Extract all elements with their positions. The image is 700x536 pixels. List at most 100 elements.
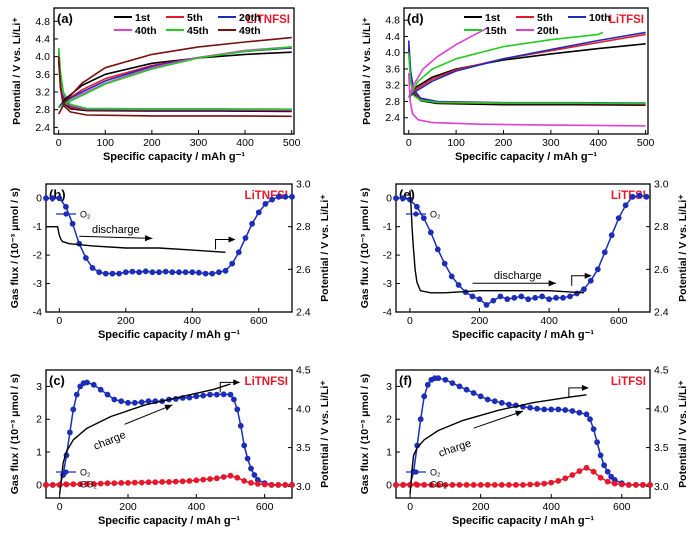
gas-flux-marker [193, 393, 200, 400]
gas-flux-marker [518, 293, 525, 300]
y-right-tick-label: 3.5 [654, 442, 669, 454]
gas-flux-marker [131, 399, 138, 406]
x-tick-label: 200 [143, 137, 161, 149]
x-tick-label: 600 [613, 501, 631, 513]
x-tick-label: 0 [407, 501, 413, 513]
gas-flux-marker [470, 481, 477, 488]
y-tick-label: 0 [36, 193, 42, 205]
annotation-text: charge [92, 429, 128, 453]
series-20th-charge [407, 27, 488, 98]
gas-flux-marker [435, 375, 442, 382]
y-tick-label: 2.4 [35, 122, 50, 134]
electrolyte-tag: LiTFSI [611, 376, 646, 388]
gas-flux-marker [282, 193, 289, 200]
y-tick-label: 3.2 [385, 80, 400, 92]
gas-flux-marker [647, 481, 653, 488]
gas-flux-marker [49, 481, 56, 488]
gas-flux-marker [193, 477, 200, 484]
gas-flux-marker [90, 480, 97, 487]
gas-flux-marker [498, 481, 505, 488]
x-tick-label: 200 [471, 315, 489, 327]
x-tick-label: 200 [495, 137, 513, 149]
y-tick-label: 4.4 [385, 31, 400, 43]
gas-flux-marker [546, 296, 552, 303]
annotation-arrow-shaft [473, 410, 524, 429]
gas-flux-marker [166, 478, 172, 485]
gas-flux-marker [43, 195, 49, 202]
gas-flux-marker [138, 479, 145, 486]
y-tick-label: 2.8 [385, 96, 400, 108]
gas-flux-marker [195, 269, 202, 276]
y-tick-label: 3.6 [35, 69, 50, 81]
x-tick-label: 0 [407, 315, 413, 327]
plot-frame [45, 183, 293, 313]
gas-flux-marker [56, 195, 63, 202]
x-axis-label: Specific capacity / mAh g⁻¹ [98, 515, 240, 527]
gas-flux-marker [581, 286, 587, 293]
panel-d: 0 100 200 300 400 500 2.4 2.8 3.2 3.6 4.0 4.4 4.8 Spe… [361, 7, 655, 163]
gas-flux-marker [289, 481, 295, 488]
y-tick-label: 2.8 [35, 104, 50, 116]
y-right-tick-label: 2.8 [296, 221, 311, 233]
gas-flux-marker [262, 200, 269, 207]
gas-flux-marker [491, 481, 498, 488]
y-tick-label: 4.4 [35, 33, 50, 45]
gas-flux-marker [594, 439, 600, 446]
panel-label: (f) [399, 373, 412, 388]
y-tick-label: -1 [33, 221, 42, 233]
gas-flux-marker [235, 249, 242, 256]
gas-flux-marker [625, 481, 632, 488]
gas-flux-marker [590, 426, 597, 432]
right-axis-indicator [215, 238, 232, 250]
gas-flux-marker [125, 479, 131, 486]
gas-flux-marker [70, 406, 77, 413]
gas-flux-marker [527, 404, 533, 411]
gas-flux-marker [587, 416, 593, 423]
right-axis-indicator-head [228, 236, 236, 243]
gas-flux-marker [162, 268, 169, 275]
right-axis-indicator-head [584, 272, 592, 279]
y-axis-label: Gas flux / (10⁻³ μmol / s) [359, 374, 371, 495]
gas-flux-marker [104, 391, 111, 398]
gas-flux-marker [622, 202, 629, 209]
gas-flux-marker [400, 195, 406, 202]
y-tick-label: 4.0 [385, 47, 400, 59]
series-15th-charge [408, 31, 604, 98]
y-tick-label: 4.0 [35, 51, 50, 63]
gas-flux-marker [149, 269, 156, 276]
gas-flux-marker [601, 249, 608, 256]
gas-flux-marker [202, 270, 209, 277]
gas-flux-marker [569, 472, 576, 478]
gas-flux-marker [484, 396, 491, 403]
x-tick-label: 300 [542, 137, 560, 149]
gas-flux-marker [449, 380, 456, 386]
gas-flux-marker [428, 481, 435, 488]
gas-flux-marker [442, 481, 449, 488]
series-5th-charge [58, 47, 292, 109]
y-right-tick-label: 2.4 [296, 307, 311, 319]
series-15th-discharge [407, 52, 646, 105]
gas-flux-marker [275, 193, 282, 200]
y-tick-label: 1 [36, 447, 42, 459]
gas-flux-marker [498, 399, 505, 406]
gas-flux-marker [76, 240, 83, 247]
gas-flux-marker [548, 479, 555, 486]
legend-label: 20th [239, 12, 261, 24]
gas-flux-marker [455, 282, 462, 288]
gas-flux-marker [534, 481, 540, 488]
gas-flux-marker [176, 269, 182, 276]
gas-flux-marker [227, 391, 234, 398]
x-tick-label: 400 [184, 315, 202, 327]
gas-flux-marker [413, 203, 420, 210]
y-tick-label: 3 [386, 381, 392, 393]
gas-flux-marker [111, 480, 118, 487]
gas-flux-marker [90, 381, 97, 388]
gas-flux-marker [179, 478, 186, 485]
gas-flux-marker [469, 293, 476, 300]
gas-flux-marker [237, 422, 244, 429]
panel-label: (d) [407, 11, 424, 26]
gas-flux-marker [152, 479, 159, 486]
y-tick-label: 3.2 [35, 87, 50, 99]
y-right-tick-label: 4.5 [296, 365, 311, 377]
